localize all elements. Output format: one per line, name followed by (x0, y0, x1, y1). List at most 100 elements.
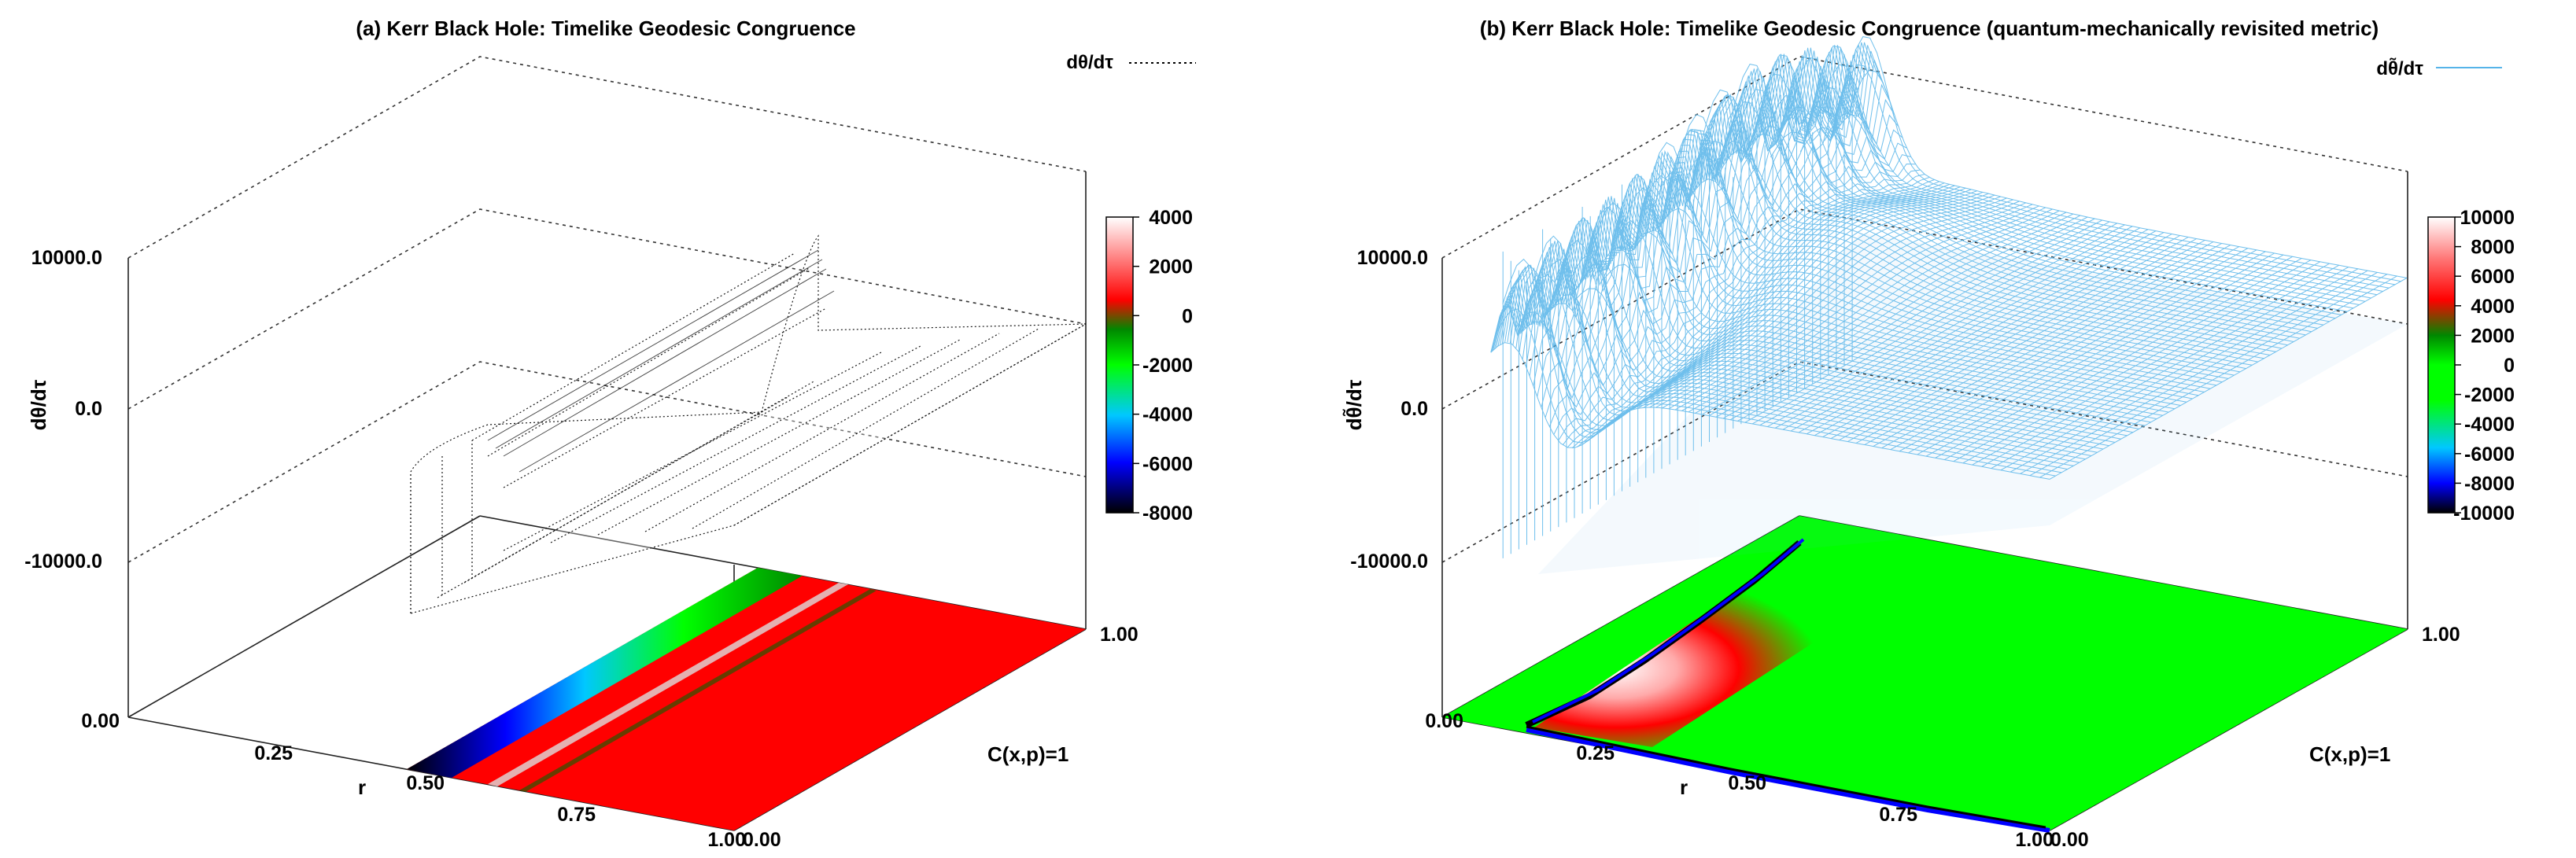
surface-line (1818, 64, 2378, 296)
surface-line (1577, 179, 1935, 447)
surface-line (1782, 57, 2342, 315)
surface-line (1574, 288, 2133, 433)
panel-a-title: (a) Kerr Black Hole: Timelike Geodesic C… (356, 17, 855, 40)
surface-line (1767, 224, 2125, 427)
surface-line (1847, 70, 2408, 278)
surface-line (1515, 42, 1874, 348)
surface-line (1692, 140, 2253, 366)
surface-line (1737, 218, 2095, 422)
panel-a-surface-ridge (487, 249, 835, 473)
colorbar-tick-label: 0 (1182, 305, 1193, 327)
panel-b-y-tick: 1.00 (2422, 624, 2460, 646)
surface-line (1699, 89, 2258, 363)
panel-a-y-axis-label: C(x,p)=1 (987, 742, 1068, 766)
panel-b-z-tick: -10000.0 (1350, 551, 1428, 573)
panel-b-z-tick: 10000.0 (1357, 247, 1428, 269)
panel-b-y-tick: 0.00 (2050, 829, 2089, 851)
panel-a-colorbar: 4000 2000 0 -2000 -4000 -6000 -8000 (1105, 207, 1193, 525)
surface-line (1811, 45, 2371, 299)
colorbar-tick-label: -4000 (1142, 404, 1193, 426)
surface-line (1674, 113, 2235, 376)
panel-b-x-tick: 0.00 (1425, 710, 1463, 732)
surface-line (1890, 248, 2249, 451)
panel-a-legend-label: dθ/dτ (1066, 52, 1113, 73)
colorbar-tick-label: 0 (2504, 355, 2515, 377)
surface-line (1962, 261, 2321, 464)
panel-b-z-ticks: 10000.0 0.0 -10000.0 (1350, 247, 1428, 573)
panel-b-colorbar-gradient (2427, 216, 2456, 514)
panel-b-legend-label: dθ̃/dτ (2376, 57, 2423, 79)
panel-a-x-ticks: 0.00 0.25 0.50 0.75 1.00 (81, 710, 746, 851)
surface-line (1662, 201, 2020, 409)
surface-line (2049, 277, 2408, 480)
surface-line (1639, 175, 2199, 396)
colorbar-tick-label: 6000 (2471, 266, 2515, 288)
surface-line (1529, 69, 1888, 376)
colorbar-tick-label: -2000 (1142, 355, 1193, 377)
surface-line (1855, 241, 2214, 444)
surface-line (1627, 231, 2187, 403)
surface-line (1925, 254, 2284, 457)
surface-line (1621, 187, 2181, 406)
panel-b-colorbar: 10000 8000 6000 4000 2000 0 -2000 -4000 -6000 -80… (2427, 207, 2515, 525)
surface-line (1759, 223, 2118, 426)
surface-line (1830, 237, 2189, 440)
surface-line (1782, 227, 2141, 430)
surface-line (1729, 216, 2088, 421)
surface-line (1541, 114, 1899, 408)
panel-b-y-axis-label: C(x,p)=1 (2309, 742, 2390, 766)
panel-a-z-tick: -10000.0 (24, 551, 102, 573)
surface-line (1991, 267, 2349, 470)
surface-line (1841, 36, 2401, 282)
panel-a-floor-map (407, 568, 1086, 830)
surface-line (1722, 215, 2081, 419)
panel-a-y-tick: 1.00 (1100, 624, 1139, 646)
colorbar-tick-label: -8000 (2464, 473, 2515, 495)
surface-line (1619, 190, 1977, 416)
panel-a-z-ticks: 10000.0 0.0 -10000.0 (24, 247, 102, 573)
surface-line (1674, 204, 2033, 411)
colorbar-tick-label: -2000 (2464, 385, 2515, 407)
surface-line (1579, 260, 2139, 429)
surface-line (1722, 101, 2283, 349)
colorbar-tick-label: 10000 (2460, 207, 2515, 229)
panel-b-title: (b) Kerr Black Hole: Timelike Geodesic C… (1480, 17, 2379, 40)
surface-line (1562, 217, 2121, 440)
colorbar-tick-label: -10000 (2453, 503, 2515, 525)
colorbar-tick-label: -6000 (1142, 453, 1193, 475)
surface-line (1502, 60, 1860, 344)
surface-line (2029, 274, 2388, 477)
surface-line (1704, 94, 2264, 359)
surface-line (1567, 174, 1925, 448)
panel-b-floor-map (1442, 516, 2408, 833)
surface-line (1824, 112, 2383, 292)
surface-line (1688, 207, 2046, 413)
surface-line (1669, 129, 2229, 379)
surface-line (2000, 268, 2359, 471)
colorbar-tick-label: 8000 (2471, 237, 2515, 259)
colorbar-tick-label: -8000 (1142, 503, 1193, 525)
surface-line (1681, 153, 2241, 373)
panel-a-y-ticks: 0.00 1.00 (743, 624, 1139, 851)
surface-line (1972, 263, 2330, 466)
surface-line (1944, 258, 2302, 460)
surface-line (1752, 73, 2312, 333)
surface-line (1864, 243, 2223, 445)
panel-b-x-axis-label: r (1680, 775, 1688, 799)
colorbar-tick-label: 2000 (2471, 325, 2515, 347)
surface-line (1504, 54, 1863, 343)
surface-line (1740, 134, 2300, 339)
panel-a-x-axis-label: r (358, 775, 366, 799)
surface-line (1643, 196, 2001, 408)
surface-line (1533, 83, 1891, 386)
surface-line (1814, 234, 2172, 436)
panel-b-x-ticks: 0.00 0.25 0.50 0.75 1.00 (1425, 710, 2054, 851)
panel-b: (b) Kerr Black Hole: Timelike Geodesic C… (1342, 17, 2515, 851)
surface-line (1645, 142, 2205, 392)
panel-a-z-tick: 0.0 (75, 398, 102, 420)
surface-line (1935, 256, 2293, 458)
surface-line (1799, 127, 2360, 305)
panel-b-y-ticks: 0.00 1.00 (2050, 624, 2460, 851)
surface-line (1597, 246, 2157, 420)
surface-line (1847, 240, 2205, 442)
